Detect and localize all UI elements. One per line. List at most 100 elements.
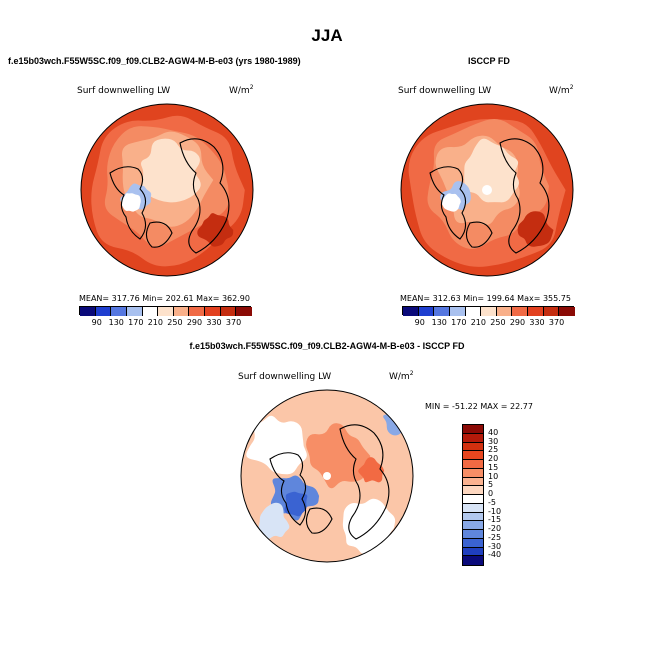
panel3-polar-map (240, 389, 414, 563)
colorbar-swatch (463, 442, 483, 452)
pole-missing-data (323, 472, 331, 480)
colorbar-swatch (463, 556, 483, 565)
colorbar-swatch (481, 307, 497, 316)
colorbar-tick-label: 330 (529, 318, 545, 327)
figure-title: JJA (311, 26, 343, 45)
colorbar-swatch (418, 307, 435, 316)
colorbar-swatch (463, 468, 483, 478)
panel1-units: W/m2 (229, 84, 254, 96)
colorbar-tick-label: 90 (91, 318, 102, 327)
panel2-stats: MEAN= 312.63 Min= 199.64 Max= 355.75 (400, 294, 571, 303)
panel3-colorbar-labels: 40 30 25 20 15 10 5 0 -5 -10 -15 -20 -25 -30 -40 (488, 424, 528, 566)
contour-band (517, 211, 554, 247)
panel1-polar-map (80, 103, 254, 277)
panel2-units: W/m2 (549, 84, 574, 96)
contour-band (140, 138, 201, 203)
colorbar-swatch (434, 307, 450, 316)
colorbar-tick-label: -40 (488, 550, 502, 560)
map-border (80, 103, 254, 277)
contour-band (342, 498, 396, 554)
colorbar-swatch (80, 307, 96, 316)
colorbar-swatch (449, 307, 466, 316)
colorbar-swatch (236, 307, 252, 316)
colorbar-tick-label: -10 (488, 506, 502, 516)
colorbar-tick-label: 5 (488, 480, 494, 490)
panel2-heading: ISCCP FD (468, 56, 510, 66)
colorbar-tick-label: 290 (186, 318, 203, 327)
colorbar-swatch (95, 307, 112, 316)
pole-missing-data (482, 185, 492, 195)
colorbar-swatch (463, 503, 483, 513)
coastline (429, 138, 550, 254)
colorbar-tick-label: 0 (488, 489, 494, 498)
panel2-colorbar-ticks: 90 130 170 210 250 290 330 370 (402, 318, 574, 328)
panel1-stats: MEAN= 317.76 Min= 202.61 Max= 362.90 (79, 294, 250, 303)
panel1-colorbar-ticks: 90 130 170 210 250 290 330 370 (79, 318, 251, 328)
colorbar-swatch (463, 521, 483, 530)
colorbar-tick-label: 25 (488, 445, 499, 455)
panel2-polar-map (400, 103, 574, 277)
contour-band (258, 502, 290, 539)
contour-band (284, 491, 308, 517)
coastline (269, 424, 390, 540)
colorbar-swatch (463, 538, 483, 548)
colorbar-tick-label: -20 (488, 524, 502, 533)
colorbar-tick-label: 370 (548, 318, 565, 327)
colorbar-swatch (220, 307, 237, 316)
colorbar-tick-label: 330 (206, 318, 222, 327)
colorbar-tick-label: 250 (167, 318, 183, 327)
colorbar-swatch (111, 307, 127, 316)
contour-band (441, 193, 461, 212)
colorbar-tick-label: 170 (451, 318, 467, 327)
panel3-units: W/m2 (389, 370, 414, 382)
colorbar-tick-label: -30 (488, 541, 502, 551)
colorbar-swatch (205, 307, 221, 316)
colorbar-tick-label: 10 (488, 471, 499, 481)
panel1-heading: f.e15b03wch.F55W5SC.f09_f09.CLB2-AGW4-M-… (8, 56, 301, 66)
colorbar-swatch (126, 307, 143, 316)
colorbar-tick-label: 370 (225, 318, 242, 327)
colorbar-tick-label: 210 (470, 318, 486, 327)
panel3-stats: MIN = -51.22 MAX = 22.77 (425, 402, 533, 411)
colorbar-swatch (559, 307, 575, 316)
panel2-field-label: Surf downwelling LW (398, 86, 492, 96)
panel1-colorbar (79, 306, 252, 316)
panel2-colorbar (402, 306, 575, 316)
colorbar-swatch (463, 451, 483, 460)
panel3-colorbar (462, 424, 484, 566)
contour-band (358, 457, 385, 483)
colorbar-swatch (463, 512, 483, 522)
colorbar-swatch (543, 307, 560, 316)
colorbar-swatch (512, 307, 529, 316)
panel3-field-label: Surf downwelling LW (238, 372, 332, 382)
colorbar-swatch (173, 307, 190, 316)
colorbar-tick-label: -5 (488, 497, 496, 507)
colorbar-tick-label: 20 (488, 454, 499, 463)
colorbar-tick-label: 170 (128, 318, 144, 327)
colorbar-swatch (463, 486, 483, 495)
colorbar-tick-label: 130 (108, 318, 124, 327)
contour-band (464, 138, 519, 203)
colorbar-swatch (463, 495, 483, 504)
colorbar-swatch (496, 307, 513, 316)
colorbar-tick-label: 210 (147, 318, 163, 327)
colorbar-swatch (189, 307, 206, 316)
contour-band (306, 423, 371, 489)
colorbar-tick-label: 30 (488, 436, 499, 446)
colorbar-tick-label: 40 (488, 427, 499, 437)
colorbar-swatch (142, 307, 159, 316)
colorbar-tick-label: -25 (488, 532, 502, 542)
colorbar-swatch (463, 460, 483, 469)
difference-title: f.e15b03wch.F55W5SC.f09_f09.CLB2-AGW4-M-… (189, 341, 465, 351)
colorbar-swatch (463, 433, 483, 443)
colorbar-tick-label: 15 (488, 462, 499, 472)
colorbar-swatch (463, 547, 483, 557)
contour-band (120, 193, 141, 212)
map-border (240, 389, 414, 563)
colorbar-tick-label: 290 (509, 318, 526, 327)
colorbar-tick-label: 250 (490, 318, 506, 327)
colorbar-swatch (158, 307, 174, 316)
colorbar-swatch (528, 307, 544, 316)
colorbar-swatch (403, 307, 419, 316)
colorbar-swatch (463, 530, 483, 539)
